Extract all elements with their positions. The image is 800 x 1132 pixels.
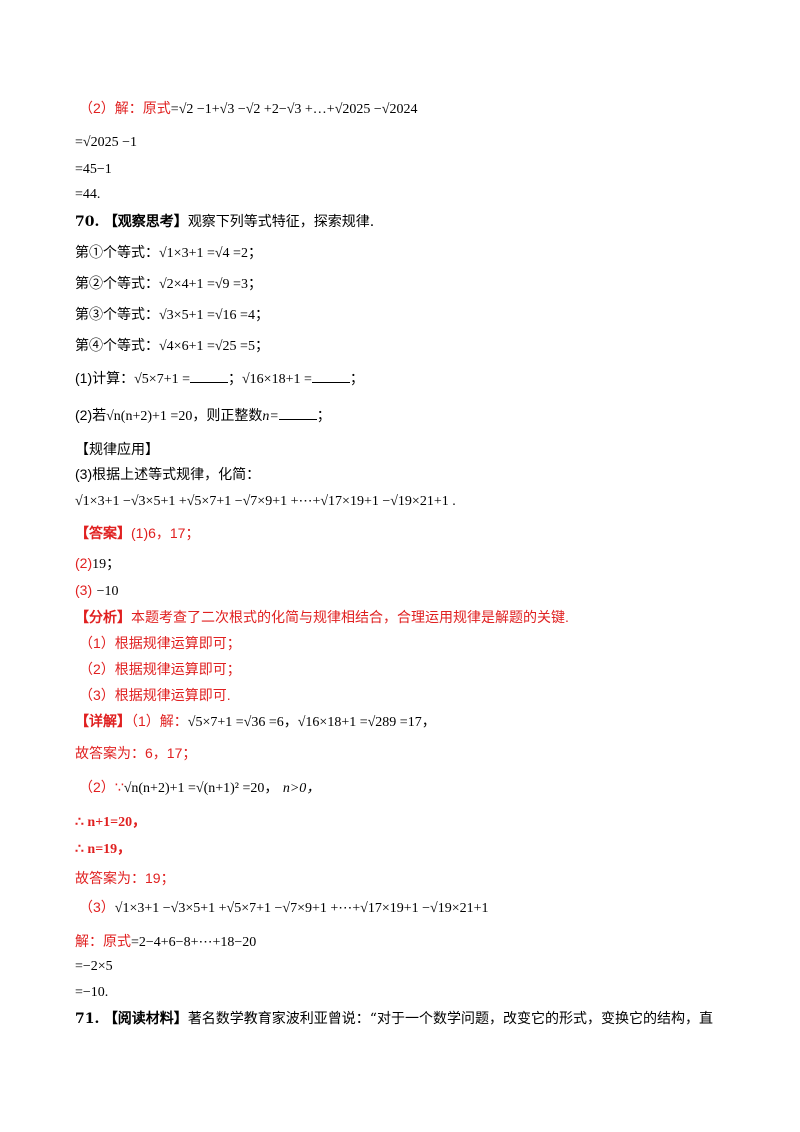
solution-expression: =√2 −1+√3 −√2 +2−√3 +…+√2025 −√2024 (170, 102, 418, 117)
detail-3-step-2: =−2×5 (75, 959, 113, 974)
answer-blank (190, 370, 228, 383)
equation-math: √2×4+1 =√9 =3； (159, 277, 262, 292)
rule-application-tag: 【规律应用】 (75, 442, 159, 458)
detail-tag: 【详解】 (75, 713, 131, 729)
detail-3-step-1: 解：原式=2−4+6−8+⋯+18−20 (75, 931, 256, 953)
part-2-text: ，则正整数 (192, 408, 263, 424)
equation-label: 第①个等式： (75, 245, 159, 261)
detail-prefix: （2）∵ (79, 779, 124, 795)
separator: ； (228, 371, 242, 387)
detail-2-step-1-text: ∴ n+1=20， (75, 815, 147, 830)
solution-line-1: （2）解：原式=√2 −1+√3 −√2 +2−√3 +…+√2025 −√20… (79, 98, 417, 120)
question-text: 观察下列等式特征，探索规律. (187, 214, 375, 230)
analysis-item-3: （3）根据规律运算即可. (79, 687, 231, 703)
detail-3-expression: √1×3+1 −√3×5+1 +√5×7+1 −√7×9+1 +⋯+√17×19… (114, 901, 489, 916)
detail-1-answer: 故答案为：6，17； (75, 745, 197, 761)
detail-2-step-2-text: ∴ n=19， (75, 842, 132, 857)
answer-2: 19； (92, 557, 121, 572)
detail-line-1: 【详解】（1）解：√5×7+1 =√36 =6，√16×18+1 =√289 =… (75, 711, 436, 733)
answer-line-3: (3) −10 (75, 580, 118, 602)
separator: ； (349, 371, 364, 387)
equation-2: 第②个等式：√2×4+1 =√9 =3； (75, 274, 262, 295)
question-tag: 【阅读材料】 (103, 1011, 188, 1027)
detail-prefix: （3） (79, 899, 115, 915)
question-number: 70. (75, 214, 100, 230)
question-70-header: 70. 【观察思考】观察下列等式特征，探索规律. (75, 212, 374, 232)
detail-prefix: （1）解： (131, 713, 188, 729)
analysis-tag: 【分析】 (75, 609, 131, 625)
equation-math: √3×5+1 =√16 =4； (159, 308, 269, 323)
equation-math: √1×3+1 =√4 =2； (159, 246, 262, 261)
part-1-expr-b: √16×18+1 = (242, 372, 312, 387)
part-label: (2)若 (75, 407, 107, 423)
answer-blank (278, 407, 317, 420)
equation-4: 第④个等式：√4×6+1 =√25 =5； (75, 336, 269, 357)
question-number: 71. (75, 1011, 100, 1027)
detail-2-expression: √n(n+2)+1 =√(n+1)² =20， (123, 781, 279, 796)
solution-prefix: （2）解：原式 (79, 100, 171, 116)
answer-label: (2) (75, 555, 93, 571)
analysis-item-2: （2）根据规律运算即可； (79, 661, 241, 677)
equation-label: 第②个等式： (75, 276, 159, 292)
detail-2-answer: 故答案为：19； (75, 870, 175, 886)
detail-line-3: （3）√1×3+1 −√3×5+1 +√5×7+1 −√7×9+1 +⋯+√17… (79, 897, 489, 919)
answer-blank (311, 370, 350, 383)
part-2-question: (2)若√n(n+2)+1 =20，则正整数n= ； (75, 405, 331, 427)
part-3-question: (3)根据上述等式规律，化简： (75, 464, 260, 485)
detail-3-step-3: =−10. (75, 985, 109, 1000)
equation-3: 第③个等式：√3×5+1 =√16 =4； (75, 305, 269, 326)
detail-1-expression: √5×7+1 =√36 =6，√16×18+1 =√289 =17， (187, 715, 436, 730)
separator: ； (316, 408, 331, 424)
part-2-expr: √n(n+2)+1 =20 (106, 409, 193, 424)
answer-label: (3) (75, 582, 93, 598)
part-1-expr-a: √5×7+1 = (134, 372, 190, 387)
solution-line-2: =√2025 −1 (75, 135, 137, 150)
question-71-header: 71. 【阅读材料】著名数学教育家波利亚曾说：“对于一个数学问题，改变它的形式，… (75, 1009, 713, 1029)
detail-2-step-2: ∴ n=19， (75, 840, 131, 860)
answer-line-2: (2)19； (75, 553, 120, 575)
equation-math: √4×6+1 =√25 =5； (159, 339, 269, 354)
analysis-line: 【分析】本题考查了二次根式的化简与规律相结合，合理运用规律是解题的关键. (75, 607, 569, 628)
part-1-question: (1)计算：√5×7+1 = ；√16×18+1 =； (75, 368, 364, 390)
detail-3-prefix: 解：原式 (75, 933, 131, 949)
equation-label: 第③个等式： (75, 307, 159, 323)
solution-line-3: =45−1 (75, 162, 112, 177)
part-3-expression: √1×3+1 −√3×5+1 +√5×7+1 −√7×9+1 +⋯+√17×19… (75, 494, 456, 509)
answer-1: (1)6，17； (131, 525, 200, 541)
equation-1: 第①个等式：√1×3+1 =√4 =2； (75, 243, 262, 264)
detail-2-step-1: ∴ n+1=20， (75, 813, 146, 833)
answer-line-1: 【答案】(1)6，17； (75, 523, 199, 544)
solution-line-4: =44. (75, 187, 101, 202)
part-label: (1)计算： (75, 370, 135, 386)
answer-3: −10 (96, 584, 119, 599)
question-tag: 【观察思考】 (103, 214, 188, 230)
question-text: 著名数学教育家波利亚曾说：“对于一个数学问题，改变它的形式，变换它的结构，直 (187, 1011, 713, 1027)
detail-2-condition: n>0， (282, 781, 321, 796)
part-3-text: (3)根据上述等式规律，化简： (75, 466, 261, 482)
variable-n: n= (262, 409, 279, 424)
analysis-item-1: （1）根据规律运算即可； (79, 635, 241, 651)
detail-3-step-1-math: =2−4+6−8+⋯+18−20 (131, 935, 257, 950)
answer-tag: 【答案】 (75, 525, 131, 541)
equation-label: 第④个等式： (75, 338, 159, 354)
analysis-text: 本题考查了二次根式的化简与规律相结合，合理运用规律是解题的关键. (131, 609, 569, 625)
detail-line-2: （2）∵√n(n+2)+1 =√(n+1)² =20， n>0， (79, 777, 320, 799)
